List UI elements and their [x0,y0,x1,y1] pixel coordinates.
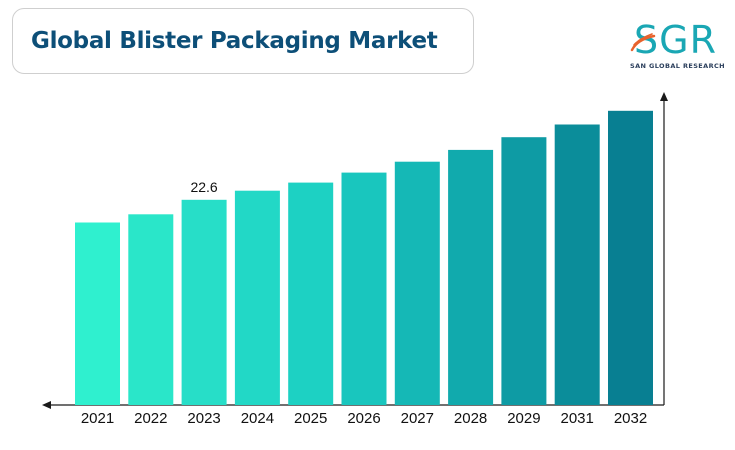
bar-2027 [394,161,440,405]
bar-2022 [128,214,174,405]
labels-group: 2021 2022 2023 22.6 2024 2025 2026 2027 2028 2029… [81,179,647,427]
x-axis-arrow-icon [42,401,51,409]
bar-2024 [234,190,280,405]
bar-2028 [448,149,494,405]
bar-2026 [341,172,387,405]
x-tick-label: 2032 [614,410,647,427]
logo-subtitle: SAN GLOBAL RESEARCH [630,62,725,70]
x-tick-label: 2026 [347,410,380,427]
title-box: Global Blister Packaging Market [12,8,474,74]
x-tick-label: 2021 [81,410,114,427]
x-tick-label: 2028 [454,410,487,427]
bar-2029 [501,137,547,405]
y-axis-arrow-icon [660,92,668,101]
x-tick-label: 2027 [401,410,434,427]
page-title: Global Blister Packaging Market [31,28,438,54]
bar-2023 [181,199,227,405]
bar-2025 [288,182,334,405]
logo-letters: SGR [634,18,717,62]
logo-swoosh-icon [630,33,656,52]
x-tick-label: 2022 [134,410,167,427]
bar-2021 [75,222,120,405]
data-label: 22.6 [190,179,217,195]
bar-2031 [554,124,600,405]
bars-group [75,110,653,406]
x-tick-label: 2029 [507,410,540,427]
sgr-logo: SGR SAN GLOBAL RESEARCH [628,18,728,74]
x-tick-label: 2031 [561,410,594,427]
x-tick-label: 2024 [241,410,274,427]
bar-2032 [608,110,653,406]
x-tick-label: 2023 [187,410,220,427]
x-tick-label: 2025 [294,410,327,427]
